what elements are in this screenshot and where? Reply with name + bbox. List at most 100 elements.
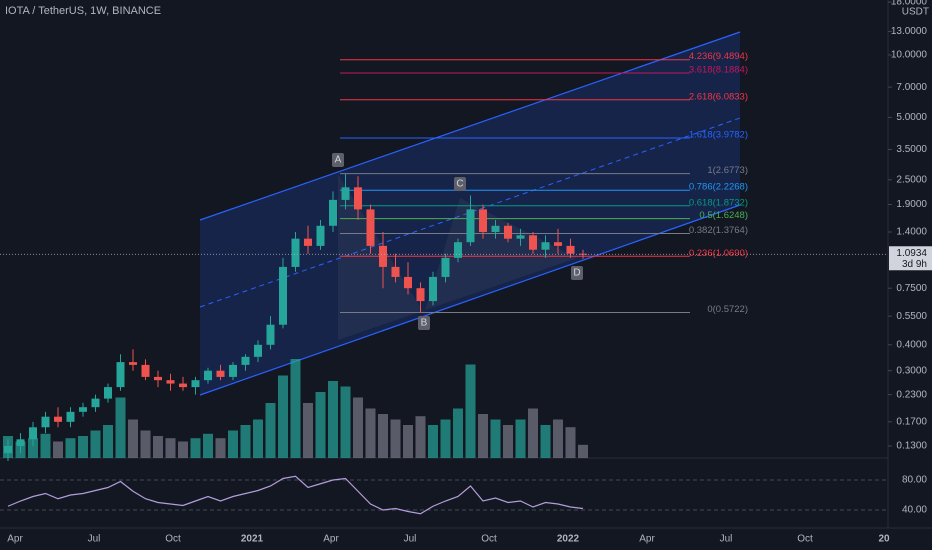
volume-bar [315,392,326,458]
x-tick-label: Oct [165,534,181,545]
candle-body [66,411,75,422]
volume-bar [153,436,163,458]
volume-bar [253,419,263,458]
volume-bar [165,438,176,458]
volume-bar [378,414,388,458]
candle-body [466,209,475,243]
volume-bar [340,386,351,458]
candle-body [316,225,325,246]
symbol-title: IOTA / TetherUS, 1W, BINANCE [5,5,161,17]
x-tick-label: Apr [639,534,655,545]
y-tick-label: 10.0000 [891,50,928,61]
volume-bar [240,425,251,458]
last-price-label: 1.0934 [896,248,927,259]
fib-label: 0.382(1.3764) [689,225,748,236]
fib-label: 0(0.5722) [707,304,748,315]
y-tick-label: 0.7500 [896,283,927,294]
volume-bar [403,425,413,458]
y-tick-label: 0.1700 [896,416,927,427]
y-tick-label: 13.0000 [891,26,928,37]
candle-body [479,209,487,233]
volume-bar [478,414,488,458]
candle-body [366,209,375,246]
volume-bar [578,444,588,458]
volume-bar [103,425,113,458]
fib-label: 0.618(1.8732) [689,197,748,208]
volume-bar [428,425,438,458]
fib-label: 0.236(1.0690) [689,248,748,259]
volume-bar [128,419,138,458]
rsi-tick-label: 80.00 [902,475,927,486]
y-tick-label: 0.3000 [896,365,927,376]
candle-body [266,324,275,345]
candle-body [379,245,387,267]
volume-bar [390,419,401,458]
rsi-tick-label: 40.00 [902,505,927,516]
candle-body [191,380,200,388]
last-price-badge [889,246,932,271]
volume-bar [178,441,188,458]
y-tick-label: 5.0000 [896,112,927,123]
y-tick-label: 7.0000 [896,82,927,93]
x-tick-label: Oct [797,534,813,545]
fib-label: 1.618(3.9782) [689,130,748,141]
candle-body [454,242,462,258]
volume-bar [440,419,451,458]
y-tick-label: 0.1300 [896,441,927,452]
fib-label: 0.786(2.2268) [689,182,748,193]
x-tick-label: Apr [7,534,23,545]
volume-bar [515,419,526,458]
candle-body [491,225,500,233]
currency: USDT [902,7,929,18]
channel-upper [199,31,741,221]
volume-bar [290,359,301,458]
candle-body [391,266,400,277]
pattern-point-box [571,266,583,280]
channel-lower [199,204,741,396]
candle-body [16,439,25,446]
x-tick-label: Oct [481,534,497,545]
volume-bar [303,403,313,458]
rsi-line [7,475,584,515]
candle-body [141,364,150,377]
volume-bar [365,408,376,458]
candle-body [441,257,450,277]
fib-label: 3.618(8.1884) [689,65,748,76]
volume-bar [28,438,38,458]
candle-body [516,235,525,239]
candle-body [416,288,425,302]
candle-body [429,276,437,302]
y-tick-label: 0.4000 [896,339,927,350]
volume-bar [353,397,363,458]
y-tick-label: 18.0000 [891,0,928,8]
volume-bar [90,430,101,458]
volume-bar [465,364,476,458]
fib-label: 4.236(9.4894) [689,51,748,62]
candle-body [241,356,250,365]
y-tick-label: 1.9000 [896,199,927,210]
candle-body [216,370,225,377]
volume-bar [490,419,501,458]
volume-bar [553,419,563,458]
volume-bar [278,375,288,458]
volume-bar [265,403,276,458]
candle-body [4,445,12,454]
countdown: 3d 9h [902,259,927,270]
x-tick-label: Jul [88,534,101,545]
y-tick-label: 3.5000 [896,144,927,155]
candle-body [129,362,137,365]
fib-label: 1(2.6773) [707,165,748,176]
y-tick-label: 0.5500 [896,311,927,322]
fib-label: 0.5(1.6248) [699,210,748,221]
candle-body [229,364,237,377]
y-tick-label: 2.5000 [896,174,927,185]
candle-body [179,383,187,388]
y-tick-label: 1.4000 [896,227,927,238]
candle-body [554,242,562,246]
volume-bar [203,433,213,458]
candle-body [404,276,412,289]
candle-body [29,427,37,440]
y-tick-label: 0.2300 [896,389,927,400]
volume-bar [565,427,576,458]
